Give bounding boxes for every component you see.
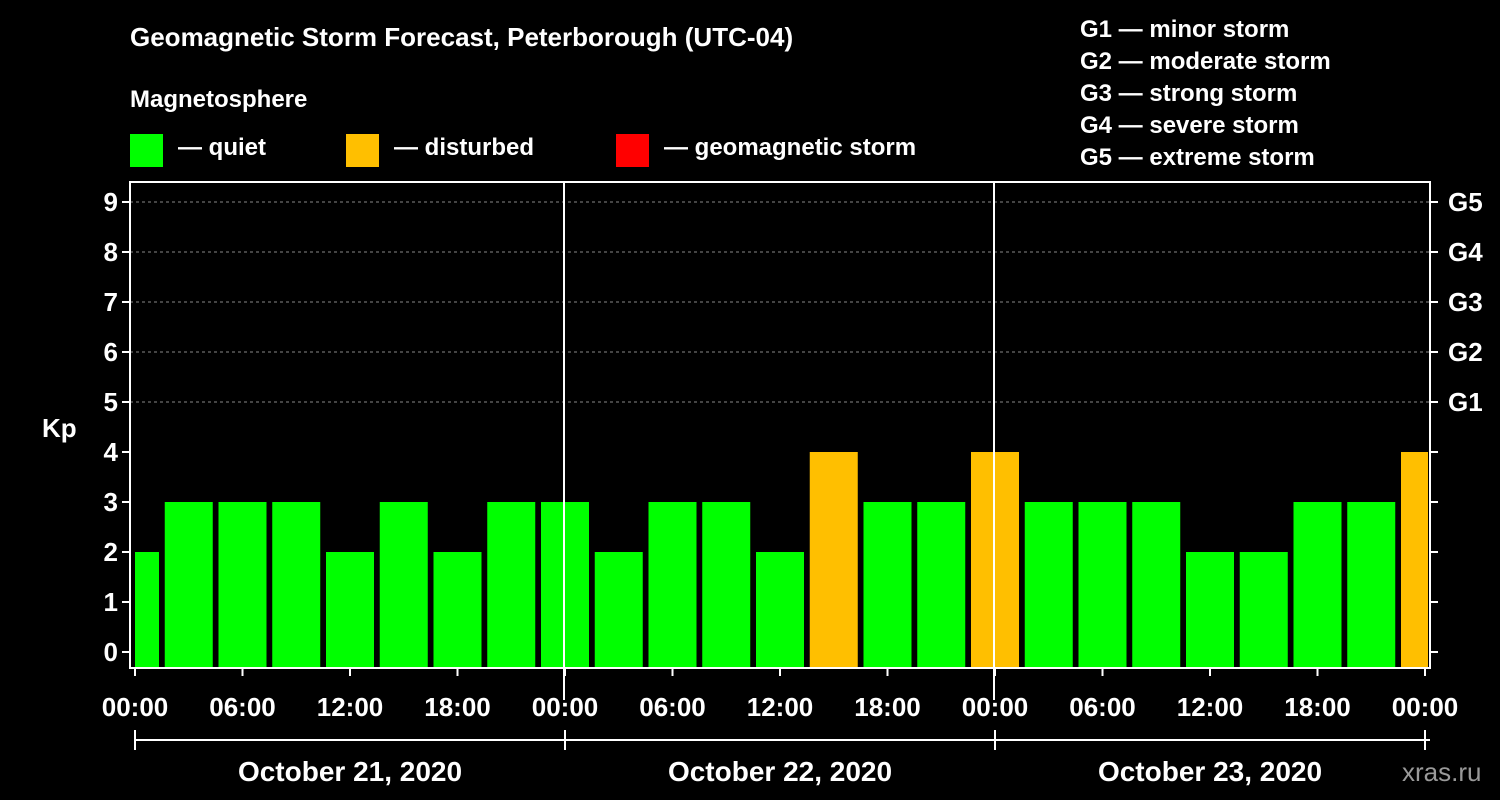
g-scale-g2: G2 — moderate storm (1080, 48, 1331, 75)
y-tick-label: 8 (104, 237, 118, 267)
kp-bar (863, 502, 912, 668)
y-tick-label: 1 (104, 587, 118, 617)
legend-swatch-storm (616, 134, 649, 167)
x-tick-label: 12:00 (1177, 692, 1244, 722)
g-scale-tick-label: G4 (1448, 237, 1483, 267)
legend-label-quiet: — quiet (178, 134, 266, 161)
kp-bar (1186, 552, 1234, 668)
y-tick-label: 6 (104, 337, 118, 367)
y-tick-label: 4 (104, 437, 119, 467)
kp-bar (379, 502, 428, 668)
g-scale-tick-label: G5 (1448, 187, 1483, 217)
kp-bar (164, 502, 213, 668)
x-tick-label: 06:00 (639, 692, 706, 722)
x-tick-label: 00:00 (962, 692, 1029, 722)
kp-bar (1293, 502, 1342, 668)
g-scale-g3: G3 — strong storm (1080, 80, 1298, 107)
kp-bar (648, 502, 697, 668)
g-scale-tick-label: G2 (1448, 337, 1483, 367)
x-tick-label: 12:00 (747, 692, 814, 722)
kp-bar (594, 552, 643, 668)
x-tick-label: 06:00 (209, 692, 276, 722)
day-label: October 22, 2020 (668, 756, 892, 787)
day-label: October 21, 2020 (238, 756, 462, 787)
y-tick-label: 2 (104, 537, 118, 567)
kp-bar (218, 502, 267, 668)
legend-swatch-quiet (130, 134, 163, 167)
kp-bar (1132, 502, 1181, 668)
kp-bar (1078, 502, 1127, 668)
y-tick-label: 9 (104, 187, 118, 217)
x-tick-label: 18:00 (1284, 692, 1351, 722)
credit-text: xras.ru (1402, 757, 1482, 787)
chart-title: Geomagnetic Storm Forecast, Peterborough… (130, 22, 794, 52)
kp-bar (1024, 502, 1073, 668)
kp-bar (433, 552, 482, 668)
kp-bar (756, 552, 804, 668)
y-tick-label: 3 (104, 487, 118, 517)
kp-bar (135, 552, 159, 668)
y-tick-label: 7 (104, 287, 118, 317)
y-tick-label: 0 (104, 637, 118, 667)
legend-heading: Magnetosphere (130, 86, 308, 113)
y-axis-label: Kp (42, 413, 77, 443)
g-scale-tick-label: G3 (1448, 287, 1483, 317)
g-scale-g4: G4 — severe storm (1080, 112, 1299, 139)
x-tick-label: 00:00 (532, 692, 599, 722)
x-tick-label: 18:00 (854, 692, 921, 722)
g-scale-tick-label: G1 (1448, 387, 1483, 417)
x-tick-label: 12:00 (317, 692, 384, 722)
kp-bar (272, 502, 321, 668)
g-scale-g1: G1 — minor storm (1080, 16, 1290, 43)
g-scale-g5: G5 — extreme storm (1080, 144, 1315, 171)
legend-label-storm: — geomagnetic storm (664, 134, 917, 161)
x-tick-label: 00:00 (102, 692, 169, 722)
x-tick-label: 00:00 (1392, 692, 1459, 722)
y-tick-label: 5 (104, 387, 118, 417)
x-tick-label: 06:00 (1069, 692, 1136, 722)
kp-bar (1239, 552, 1288, 668)
day-label: October 23, 2020 (1098, 756, 1322, 787)
kp-bar (809, 452, 858, 668)
kp-bar (917, 502, 966, 668)
kp-bar (487, 502, 536, 668)
legend-swatch-disturbed (346, 134, 379, 167)
kp-bar (326, 552, 374, 668)
kp-bar (1347, 502, 1396, 668)
kp-bar (1401, 452, 1428, 668)
x-tick-label: 18:00 (424, 692, 491, 722)
kp-bar (702, 502, 751, 668)
legend-label-disturbed: — disturbed (394, 134, 535, 161)
